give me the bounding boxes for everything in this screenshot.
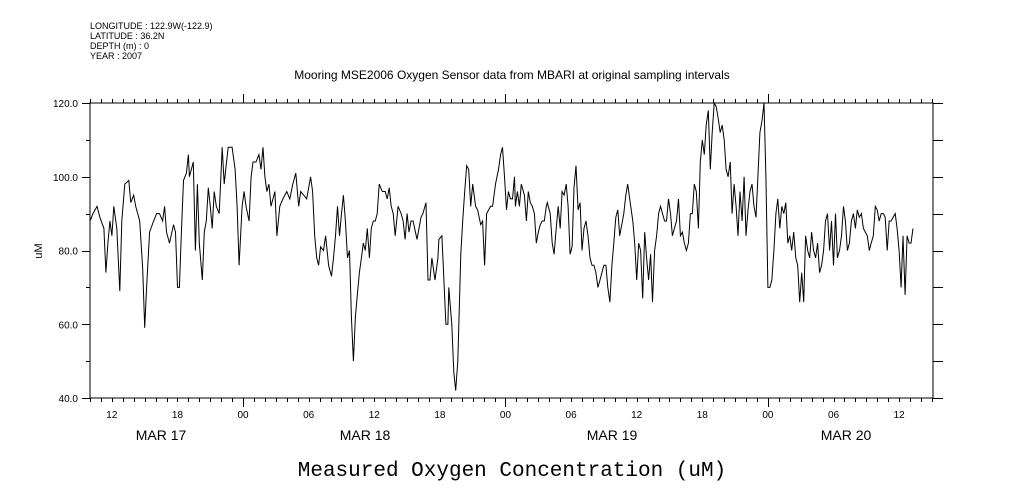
x-tick-label: 12 xyxy=(894,410,906,421)
year-label: YEAR : 2007 xyxy=(90,51,143,61)
latitude-label: LATITUDE : 36.2N xyxy=(90,31,165,41)
depth-label: DEPTH (m) : 0 xyxy=(90,41,150,51)
chart-title: Mooring MSE2006 Oxygen Sensor data from … xyxy=(294,68,730,82)
x-tick-label: 12 xyxy=(369,410,381,421)
x-tick-label: 06 xyxy=(303,410,315,421)
longitude-label: LONGITUDE : 122.9W(-122.9) xyxy=(90,21,213,31)
date-label: MAR 18 xyxy=(340,427,391,443)
oxygen-series-line xyxy=(89,101,914,391)
y-axis-title: uM xyxy=(33,243,45,258)
x-tick-label: 06 xyxy=(828,410,840,421)
date-label: MAR 20 xyxy=(821,427,872,443)
x-tick-label: 00 xyxy=(238,410,250,421)
x-tick-label: 12 xyxy=(106,410,118,421)
y-tick-label: 40.0 xyxy=(59,394,79,405)
metadata-block: LONGITUDE : 122.9W(-122.9) LATITUDE : 36… xyxy=(90,21,213,61)
date-label: MAR 17 xyxy=(136,427,187,443)
y-tick-label: 60.0 xyxy=(59,320,79,331)
x-tick-label: 00 xyxy=(500,410,512,421)
y-tick-label: 120.0 xyxy=(53,99,78,110)
x-tick-label: 18 xyxy=(697,410,709,421)
plot-frame xyxy=(89,102,934,399)
y-tick-label: 100.0 xyxy=(53,173,78,184)
x-tick-label: 00 xyxy=(762,410,774,421)
x-tick-label: 12 xyxy=(631,410,643,421)
axes: 12 18 00 06 12 18 00 06 12 18 00 06 12 MAR 17 MAR 18 MA… xyxy=(53,94,943,443)
series-layer xyxy=(89,101,914,391)
date-label: MAR 19 xyxy=(587,427,638,443)
x-tick-label: 06 xyxy=(566,410,578,421)
x-tick-label: 18 xyxy=(434,410,446,421)
x-tick-label: 18 xyxy=(172,410,184,421)
x-axis-title: Measured Oxygen Concentration (uM) xyxy=(298,460,726,483)
y-tick-label: 80.0 xyxy=(59,247,79,258)
